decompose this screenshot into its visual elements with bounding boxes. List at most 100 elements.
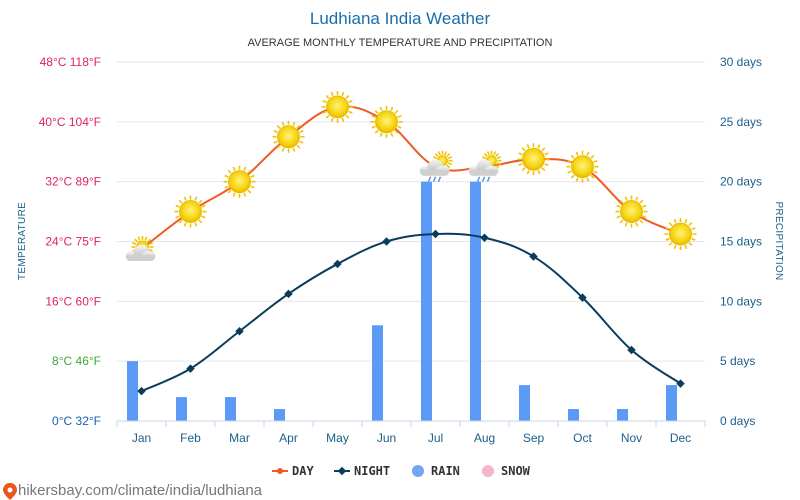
sun-ray: [624, 222, 628, 227]
x-tick-label: Jan: [132, 431, 151, 445]
legend-label-rain: RAIN: [431, 464, 460, 478]
sun-ray: [446, 153, 451, 158]
sun-ray: [521, 147, 526, 152]
grid-lines: [117, 61, 705, 422]
sun-ray: [175, 204, 180, 208]
sun-ray: [635, 222, 639, 227]
sun-ray: [345, 94, 350, 99]
sun-disc: [228, 170, 251, 194]
sun-ray: [178, 219, 183, 224]
sun-ray: [276, 124, 281, 129]
sun-ray: [668, 241, 673, 246]
x-tick-label: Apr: [279, 431, 298, 445]
sun-ray: [201, 215, 206, 219]
sun-ray: [570, 154, 575, 159]
night-point: [333, 259, 342, 269]
legend-item-night[interactable]: NIGHT: [334, 464, 390, 478]
rain-bar: [421, 181, 432, 421]
sun-icon: [615, 195, 648, 228]
sun-ray: [194, 196, 198, 201]
sun-ray: [616, 204, 621, 208]
sun-icon: [174, 195, 207, 228]
legend-night-marker: [337, 466, 347, 476]
sun-ray: [434, 153, 439, 158]
sun-ray: [575, 177, 579, 182]
sun-ray: [444, 151, 448, 156]
sun-ray: [616, 215, 621, 219]
sun-ray: [348, 100, 353, 104]
sun-ray: [437, 151, 441, 156]
y-left-tick-label: 8°C 46°F: [52, 354, 101, 368]
sun-ray: [446, 164, 451, 169]
rain-drop: [427, 176, 432, 182]
sun-icon: [272, 120, 305, 153]
night-point: [480, 233, 489, 243]
sun-disc: [277, 125, 300, 149]
night-point: [235, 327, 244, 336]
footer-source-text: hikersbay.com/climate/india/ludhiana: [18, 482, 263, 499]
legend-item-rain[interactable]: RAIN: [412, 464, 460, 478]
sun-ray: [148, 242, 153, 246]
sun-ray: [619, 199, 624, 204]
sun-ray: [134, 238, 139, 243]
y-right-tick-label: 25 days: [720, 115, 762, 129]
sun-ray: [292, 147, 296, 152]
sun-ray: [178, 199, 183, 204]
partly-cloudy-icon: [125, 235, 156, 261]
sun-ray: [432, 156, 438, 160]
sun-ray: [281, 147, 285, 152]
sun-ray: [495, 153, 500, 158]
rain-cloud-sun-icon: [419, 150, 453, 182]
sun-ray: [394, 129, 399, 134]
sun-ray: [567, 159, 572, 163]
sun-ray: [374, 109, 379, 114]
sun-ray: [325, 114, 330, 119]
day-temperature-line: [140, 105, 681, 250]
sun-ray: [447, 162, 453, 166]
sun-ray: [447, 156, 453, 160]
sun-disc: [571, 155, 594, 179]
y-right-axis-title: PRECIPITATION: [773, 201, 784, 280]
sun-ray: [635, 196, 639, 201]
sun-ray: [684, 244, 688, 250]
sun-ray: [586, 177, 590, 182]
sun-ray: [243, 166, 247, 171]
legend-item-snow[interactable]: SNOW: [482, 464, 531, 478]
footer-link[interactable]: hikersbay.com/climate/india/ludhiana: [3, 482, 263, 500]
sun-ray: [642, 215, 647, 219]
cloud-base: [420, 169, 449, 176]
x-tick-label: Oct: [573, 431, 592, 445]
legend-item-day[interactable]: DAY: [272, 464, 314, 478]
sun-ray: [243, 192, 247, 197]
sun-ray: [299, 129, 304, 133]
sun-ray: [590, 154, 595, 159]
rain-drop: [486, 176, 491, 182]
y-right-tick-label: 30 days: [720, 55, 762, 69]
sun-ray: [518, 152, 523, 156]
y-left-tick-label: 40°C 104°F: [39, 115, 101, 129]
sun-ray: [322, 110, 327, 114]
sun-icon: [566, 150, 599, 183]
night-point: [137, 386, 146, 396]
sun-disc: [522, 147, 545, 171]
sun-ray: [570, 174, 575, 179]
sun-ray: [299, 140, 304, 144]
y-right-tick-label: 10 days: [720, 294, 762, 308]
sun-ray: [296, 144, 301, 149]
x-tick-label: Jul: [428, 431, 443, 445]
weather-icons: [125, 90, 697, 261]
sun-ray: [665, 237, 670, 241]
y-left-tick-label: 24°C 75°F: [45, 235, 101, 249]
sun-ray: [224, 185, 229, 189]
rain-bar: [666, 385, 677, 421]
sun-disc: [326, 95, 349, 119]
sun-ray: [496, 156, 502, 160]
temperature-lines: [137, 105, 685, 396]
sun-ray: [345, 114, 350, 119]
legend-label-night: NIGHT: [354, 464, 390, 478]
sun-ray: [341, 117, 345, 122]
night-point: [431, 229, 440, 239]
sun-ray: [201, 204, 206, 208]
chart-title: Ludhiana India Weather: [310, 9, 491, 28]
